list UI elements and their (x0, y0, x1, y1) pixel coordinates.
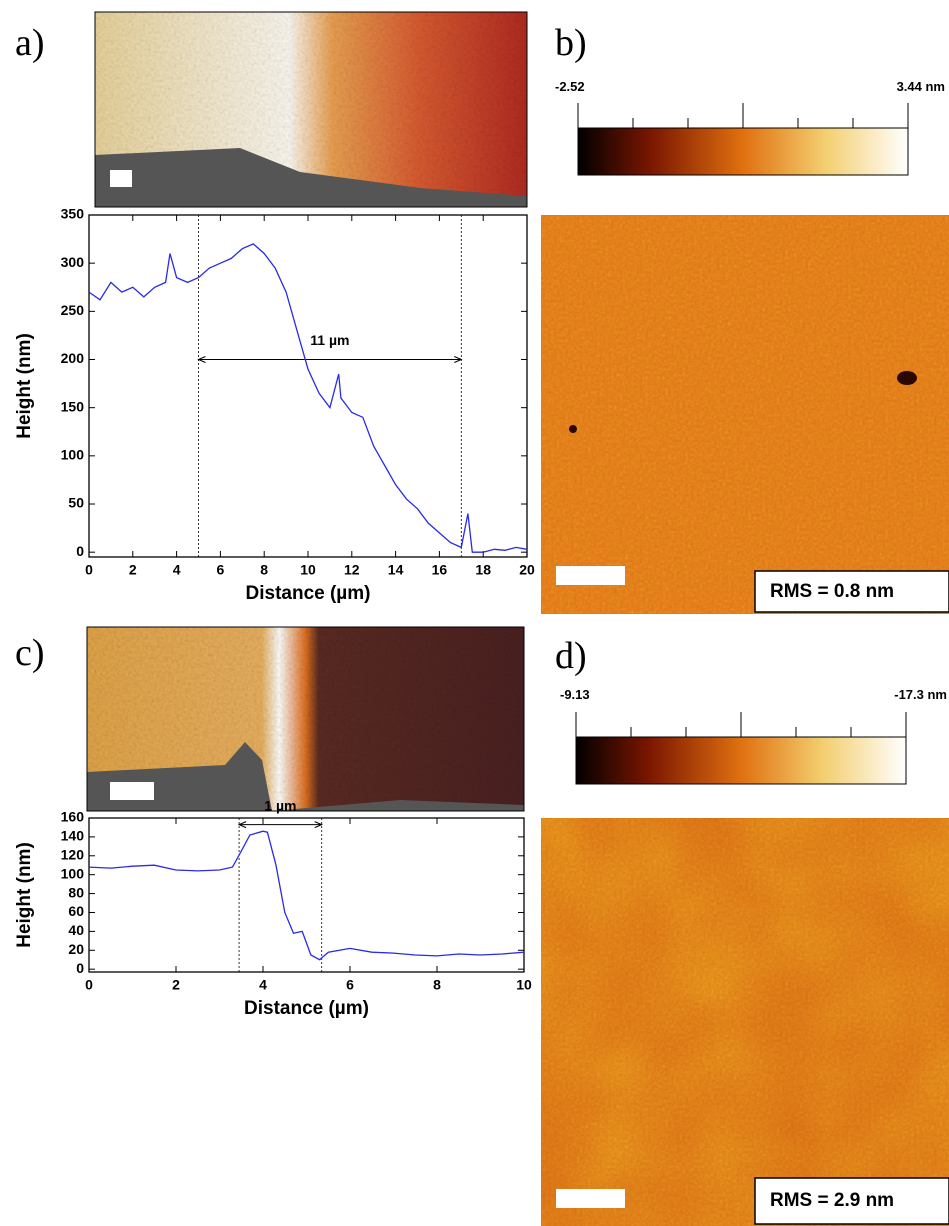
data-line (88, 243, 528, 553)
afm-image-d (541, 818, 949, 1226)
x-tick-label: 18 (475, 562, 491, 578)
x-axis-title: Distance (µm) (246, 583, 371, 604)
x-tick-label: 8 (433, 977, 441, 993)
y-tick-label: 100 (61, 447, 85, 463)
y-tick-label: 200 (61, 350, 85, 366)
plot: 0 20 40 60 80 100 120 140 160 0 2 4 6 8 10 Distance (µm… (14, 797, 532, 1019)
y-tick-label: 80 (68, 884, 84, 900)
panel-label: a) (15, 22, 45, 64)
y-tick-label: 40 (68, 922, 84, 938)
x-tick-label: 16 (432, 562, 448, 578)
x-tick-label: 10 (300, 562, 316, 578)
x-tick-label: 2 (129, 562, 137, 578)
y-tick-label: 60 (68, 903, 84, 919)
x-tick-label: 8 (260, 562, 268, 578)
colorbar-b: -2.52 3.44 nm (555, 79, 945, 176)
x-tick-label: 20 (519, 562, 535, 578)
plot-frame (88, 817, 525, 973)
x-tick-label: 0 (85, 977, 93, 993)
x-tick-label: 4 (173, 562, 181, 578)
y-tick-label: 20 (68, 941, 84, 957)
x-tick-label: 4 (259, 977, 267, 993)
x-tick-label: 12 (344, 562, 360, 578)
dimension-arrow (197, 356, 463, 363)
y-tick-label: 300 (61, 254, 85, 270)
annotation: 1 µm (264, 797, 296, 813)
y-tick-label: 120 (61, 846, 85, 862)
y-tick-label: 0 (76, 960, 84, 976)
colorbar-max: 3.44 nm (897, 79, 945, 94)
panel-label: b) (555, 22, 587, 64)
x-axis-title: Distance (µm) (244, 998, 369, 1019)
colorbar-d: -9.13 -17.3 nm (560, 687, 947, 785)
data-line (88, 830, 525, 961)
y-tick-label: 100 (61, 865, 85, 881)
y-axis-title: Height (nm) (14, 842, 35, 948)
y-tick-label: 150 (61, 398, 85, 414)
rms-box: RMS = 2.9 nm (754, 1177, 949, 1225)
panel-c-3d (86, 626, 525, 812)
y-tick-label: 250 (61, 302, 85, 318)
x-tick-label: 2 (172, 977, 180, 993)
y-axis-title: Height (nm) (14, 333, 35, 439)
x-tick-label: 14 (388, 562, 404, 578)
y-tick-label: 350 (61, 206, 85, 222)
y-tick-label: 140 (61, 828, 85, 844)
afm-image-b (541, 215, 949, 614)
colorbar-min: -9.13 (560, 687, 590, 702)
x-tick-label: 6 (346, 977, 354, 993)
annotation: 11 µm (310, 332, 349, 348)
rms-label: RMS = 2.9 nm (770, 1190, 894, 1211)
dimension-arrow (237, 821, 323, 829)
plot-frame (88, 214, 528, 558)
rms-label: RMS = 0.8 nm (770, 581, 894, 602)
y-tick-label: 160 (61, 809, 85, 825)
panel-label: d) (555, 635, 587, 677)
colorbar-max: -17.3 nm (894, 687, 947, 702)
y-tick-label: 0 (76, 543, 84, 559)
x-tick-label: 10 (516, 977, 532, 993)
y-tick-label: 50 (68, 495, 84, 511)
plot: 0 50 100 150 200 250 300 350 0 2 4 6 8 10 12 14 16 18 20 Di… (14, 206, 535, 604)
panel-a-3d (94, 11, 528, 208)
x-tick-label: 0 (85, 562, 93, 578)
panel-label: c) (15, 632, 45, 674)
x-tick-label: 6 (217, 562, 225, 578)
colorbar-min: -2.52 (555, 79, 585, 94)
rms-box: RMS = 0.8 nm (754, 570, 949, 613)
